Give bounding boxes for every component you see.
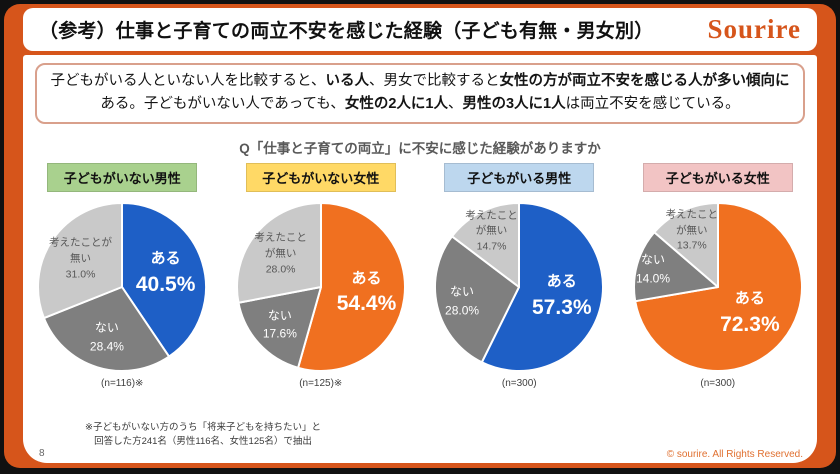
pie-chart: ある 57.3% ない 28.0% 考えたこと が無い 14.7%	[433, 201, 605, 373]
copyright: © sourire. All Rights Reserved.	[666, 449, 803, 460]
pie-svg	[37, 202, 208, 373]
sample-size-label: (n=125)※	[299, 378, 343, 390]
pie-slice-2-0	[481, 202, 605, 373]
footnote: ※子どもがいない方のうち「将来子どもを持ちたい」と 回答した方241名（男性11…	[53, 421, 353, 450]
pie-slice-0-1	[43, 286, 171, 373]
pie-slice-2-2	[451, 202, 521, 289]
pie-svg	[632, 202, 803, 373]
pie-slice-2-1	[434, 235, 521, 364]
pie-slice-0-2	[37, 202, 124, 320]
pie-slice-1-1	[237, 286, 322, 370]
summary-box: 子どもがいる人といない人を比較すると、いる人、男女で比較すると女性の方が両立不安…	[35, 63, 805, 125]
pie-svg	[434, 202, 605, 373]
pie-chart: ある 40.5% ない 28.4% 考えたことが 無い 31.0%	[36, 201, 208, 373]
summary-segment: 、	[447, 96, 463, 113]
summary-segment: は両立不安を感じている。	[565, 96, 740, 113]
chart-column: 子どもがいない女性 ある 54.4% ない 17.6% 考えたこと が無い 28.0% (n…	[222, 163, 421, 389]
summary-segment: 子どもがいる人といない人を比較すると、	[50, 73, 326, 89]
survey-question: Q「仕事と子育ての両立」に不安に感じた経験がありますか	[239, 141, 601, 157]
pie-slice-1-2	[235, 202, 322, 305]
summary-segment: いる人	[325, 73, 369, 89]
summary-segment: 男性の3人に1人	[462, 96, 566, 113]
slide-content: 子どもがいる人といない人を比較すると、いる人、男女で比較すると女性の方が両立不安…	[23, 55, 817, 463]
chart-column: 子どもがいる女性 ある 72.3% ない 14.0% 考えたこと が無い 13.7% (n=…	[619, 163, 818, 389]
summary-segment: 女性の方が両立不安を感じる人が多い傾向に	[499, 73, 790, 89]
summary-text: 子どもがいる人といない人を比較すると、いる人、男女で比較すると女性の方が両立不安…	[49, 70, 791, 116]
chart-category-chip: 子どもがいる男性	[444, 163, 595, 193]
summary-segment: ある。子どもがいない人であっても、	[100, 96, 345, 113]
pie-slice-3-2	[653, 202, 719, 289]
pie-svg	[235, 202, 406, 373]
brand-logo: Sourire	[707, 14, 801, 44]
pie-slice-3-1	[632, 231, 719, 303]
pie-chart: ある 54.4% ない 17.6% 考えたこと が無い 28.0%	[235, 201, 407, 373]
sample-size-label: (n=300)	[501, 378, 537, 390]
sample-size-label: (n=300)	[700, 378, 736, 390]
slide-frame: （参考）仕事と子育ての両立不安を感じた経験（子ども有無・男女別） Sourire…	[4, 4, 836, 468]
footnote-line-2: 回答した方241名（男性116名、女性125名）で抽出	[94, 436, 312, 448]
sample-size-label: (n=116)※	[101, 378, 144, 390]
chart-column: 子どもがいる男性 ある 57.3% ない 28.0% 考えたこと が無い 14.7% (n=…	[420, 163, 619, 389]
chart-category-chip: 子どもがいない男性	[47, 163, 198, 193]
pie-slice-0-0	[121, 202, 208, 358]
summary-segment: 、男女で比較すると	[368, 73, 500, 89]
title-band: （参考）仕事と子育ての両立不安を感じた経験（子ども有無・男女別） Sourire	[23, 8, 817, 51]
page-title: （参考）仕事と子育ての両立不安を感じた経験（子ども有無・男女別）	[39, 21, 654, 42]
pie-chart: ある 72.3% ない 14.0% 考えたこと が無い 13.7%	[632, 201, 804, 373]
chart-category-chip: 子どもがいない女性	[245, 163, 396, 193]
chart-column: 子どもがいない男性 ある 40.5% ない 28.4% 考えたことが 無い 31.0% (n…	[23, 163, 222, 389]
chart-category-chip: 子どもがいる女性	[642, 163, 793, 193]
charts-row: 子どもがいない男性 ある 40.5% ない 28.4% 考えたことが 無い 31.0% (n…	[23, 163, 817, 389]
footnote-line-1: ※子どもがいない方のうち「将来子どもを持ちたい」と	[85, 421, 321, 433]
page-number: 8	[39, 448, 45, 459]
summary-segment: 女性の2人に1人	[344, 96, 448, 113]
pie-slice-1-0	[296, 202, 406, 373]
